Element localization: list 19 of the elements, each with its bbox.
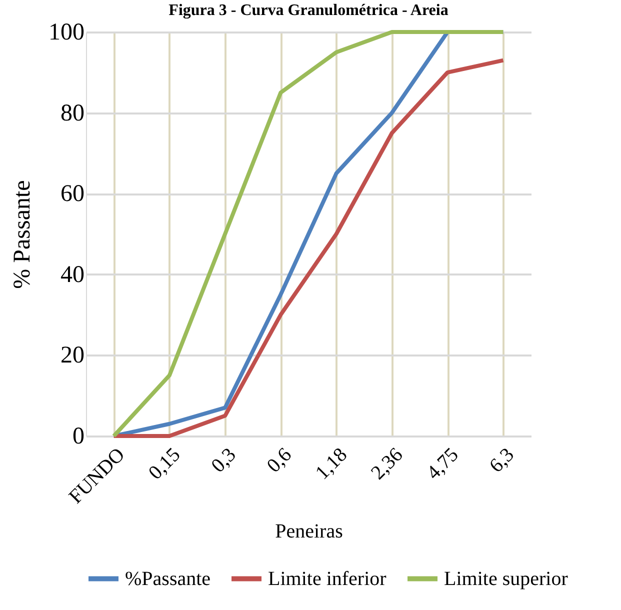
y-tick-label: 20 bbox=[60, 342, 84, 369]
y-tick-label: 0 bbox=[72, 424, 84, 450]
x-tick-label: 2,36 bbox=[366, 444, 408, 484]
y-tick-label: 80 bbox=[60, 100, 84, 126]
legend-label: %Passante bbox=[125, 568, 211, 590]
legend-label: Limite superior bbox=[444, 568, 568, 590]
chart-title: Figura 3 - Curva Granulométrica - Areia bbox=[168, 2, 448, 19]
x-tick-label: 0,15 bbox=[144, 444, 185, 484]
y-tick-label: 60 bbox=[60, 181, 84, 208]
y-tick-label: 100 bbox=[48, 20, 84, 46]
legend-label: Limite inferior bbox=[268, 568, 387, 590]
y-axis-title: % Passante bbox=[10, 180, 36, 289]
x-tick-label: 0,6 bbox=[262, 444, 296, 478]
x-tick-label: 0,3 bbox=[207, 444, 240, 478]
x-tick-label: 1,18 bbox=[311, 444, 352, 484]
x-axis-title: Peneiras bbox=[275, 520, 344, 542]
y-tick-label: 40 bbox=[60, 262, 84, 288]
x-tick-label: 4,75 bbox=[422, 444, 463, 484]
x-tick-label: 6,3 bbox=[485, 444, 519, 478]
